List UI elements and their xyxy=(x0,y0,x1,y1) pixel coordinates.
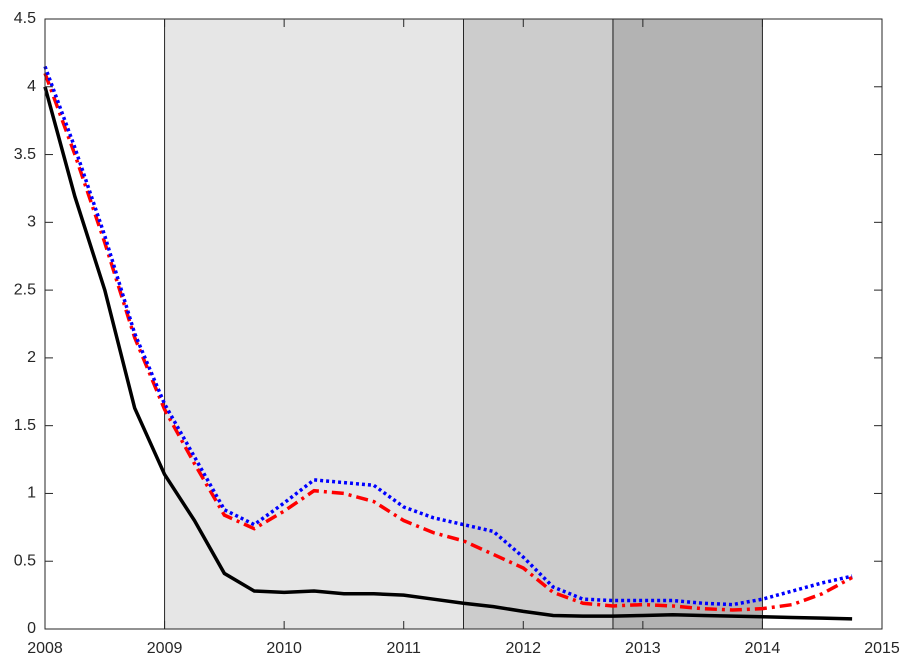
shaded-region xyxy=(164,19,464,629)
x-tick-label: 2011 xyxy=(387,640,422,657)
x-tick-label: 2014 xyxy=(745,640,781,657)
y-tick-label: 2 xyxy=(27,349,36,366)
y-tick-label: 0.5 xyxy=(14,552,36,569)
y-tick-label: 3 xyxy=(27,214,36,231)
y-tick-label: 4.5 xyxy=(14,10,36,27)
series-line xyxy=(43,65,853,607)
y-tick-label: 2.5 xyxy=(14,281,36,298)
shaded-region xyxy=(612,19,763,629)
y-tick-label: 4 xyxy=(27,78,36,95)
y-tick-label: 1 xyxy=(27,485,36,502)
x-tick-label: 2009 xyxy=(147,640,183,657)
shaded-region xyxy=(463,19,613,629)
series-line xyxy=(43,72,853,612)
x-tick-label: 2015 xyxy=(864,640,900,657)
x-tick-label: 2010 xyxy=(266,640,302,657)
x-tick-label: 2008 xyxy=(27,640,63,657)
y-tick-label: 3.5 xyxy=(14,146,36,163)
x-tick-label: 2012 xyxy=(505,640,541,657)
y-tick-label: 1.5 xyxy=(14,417,36,434)
plot-frame xyxy=(44,18,883,630)
series-line xyxy=(43,86,853,621)
x-tick-label: 2013 xyxy=(625,640,661,657)
y-tick-label: 0 xyxy=(27,620,36,637)
